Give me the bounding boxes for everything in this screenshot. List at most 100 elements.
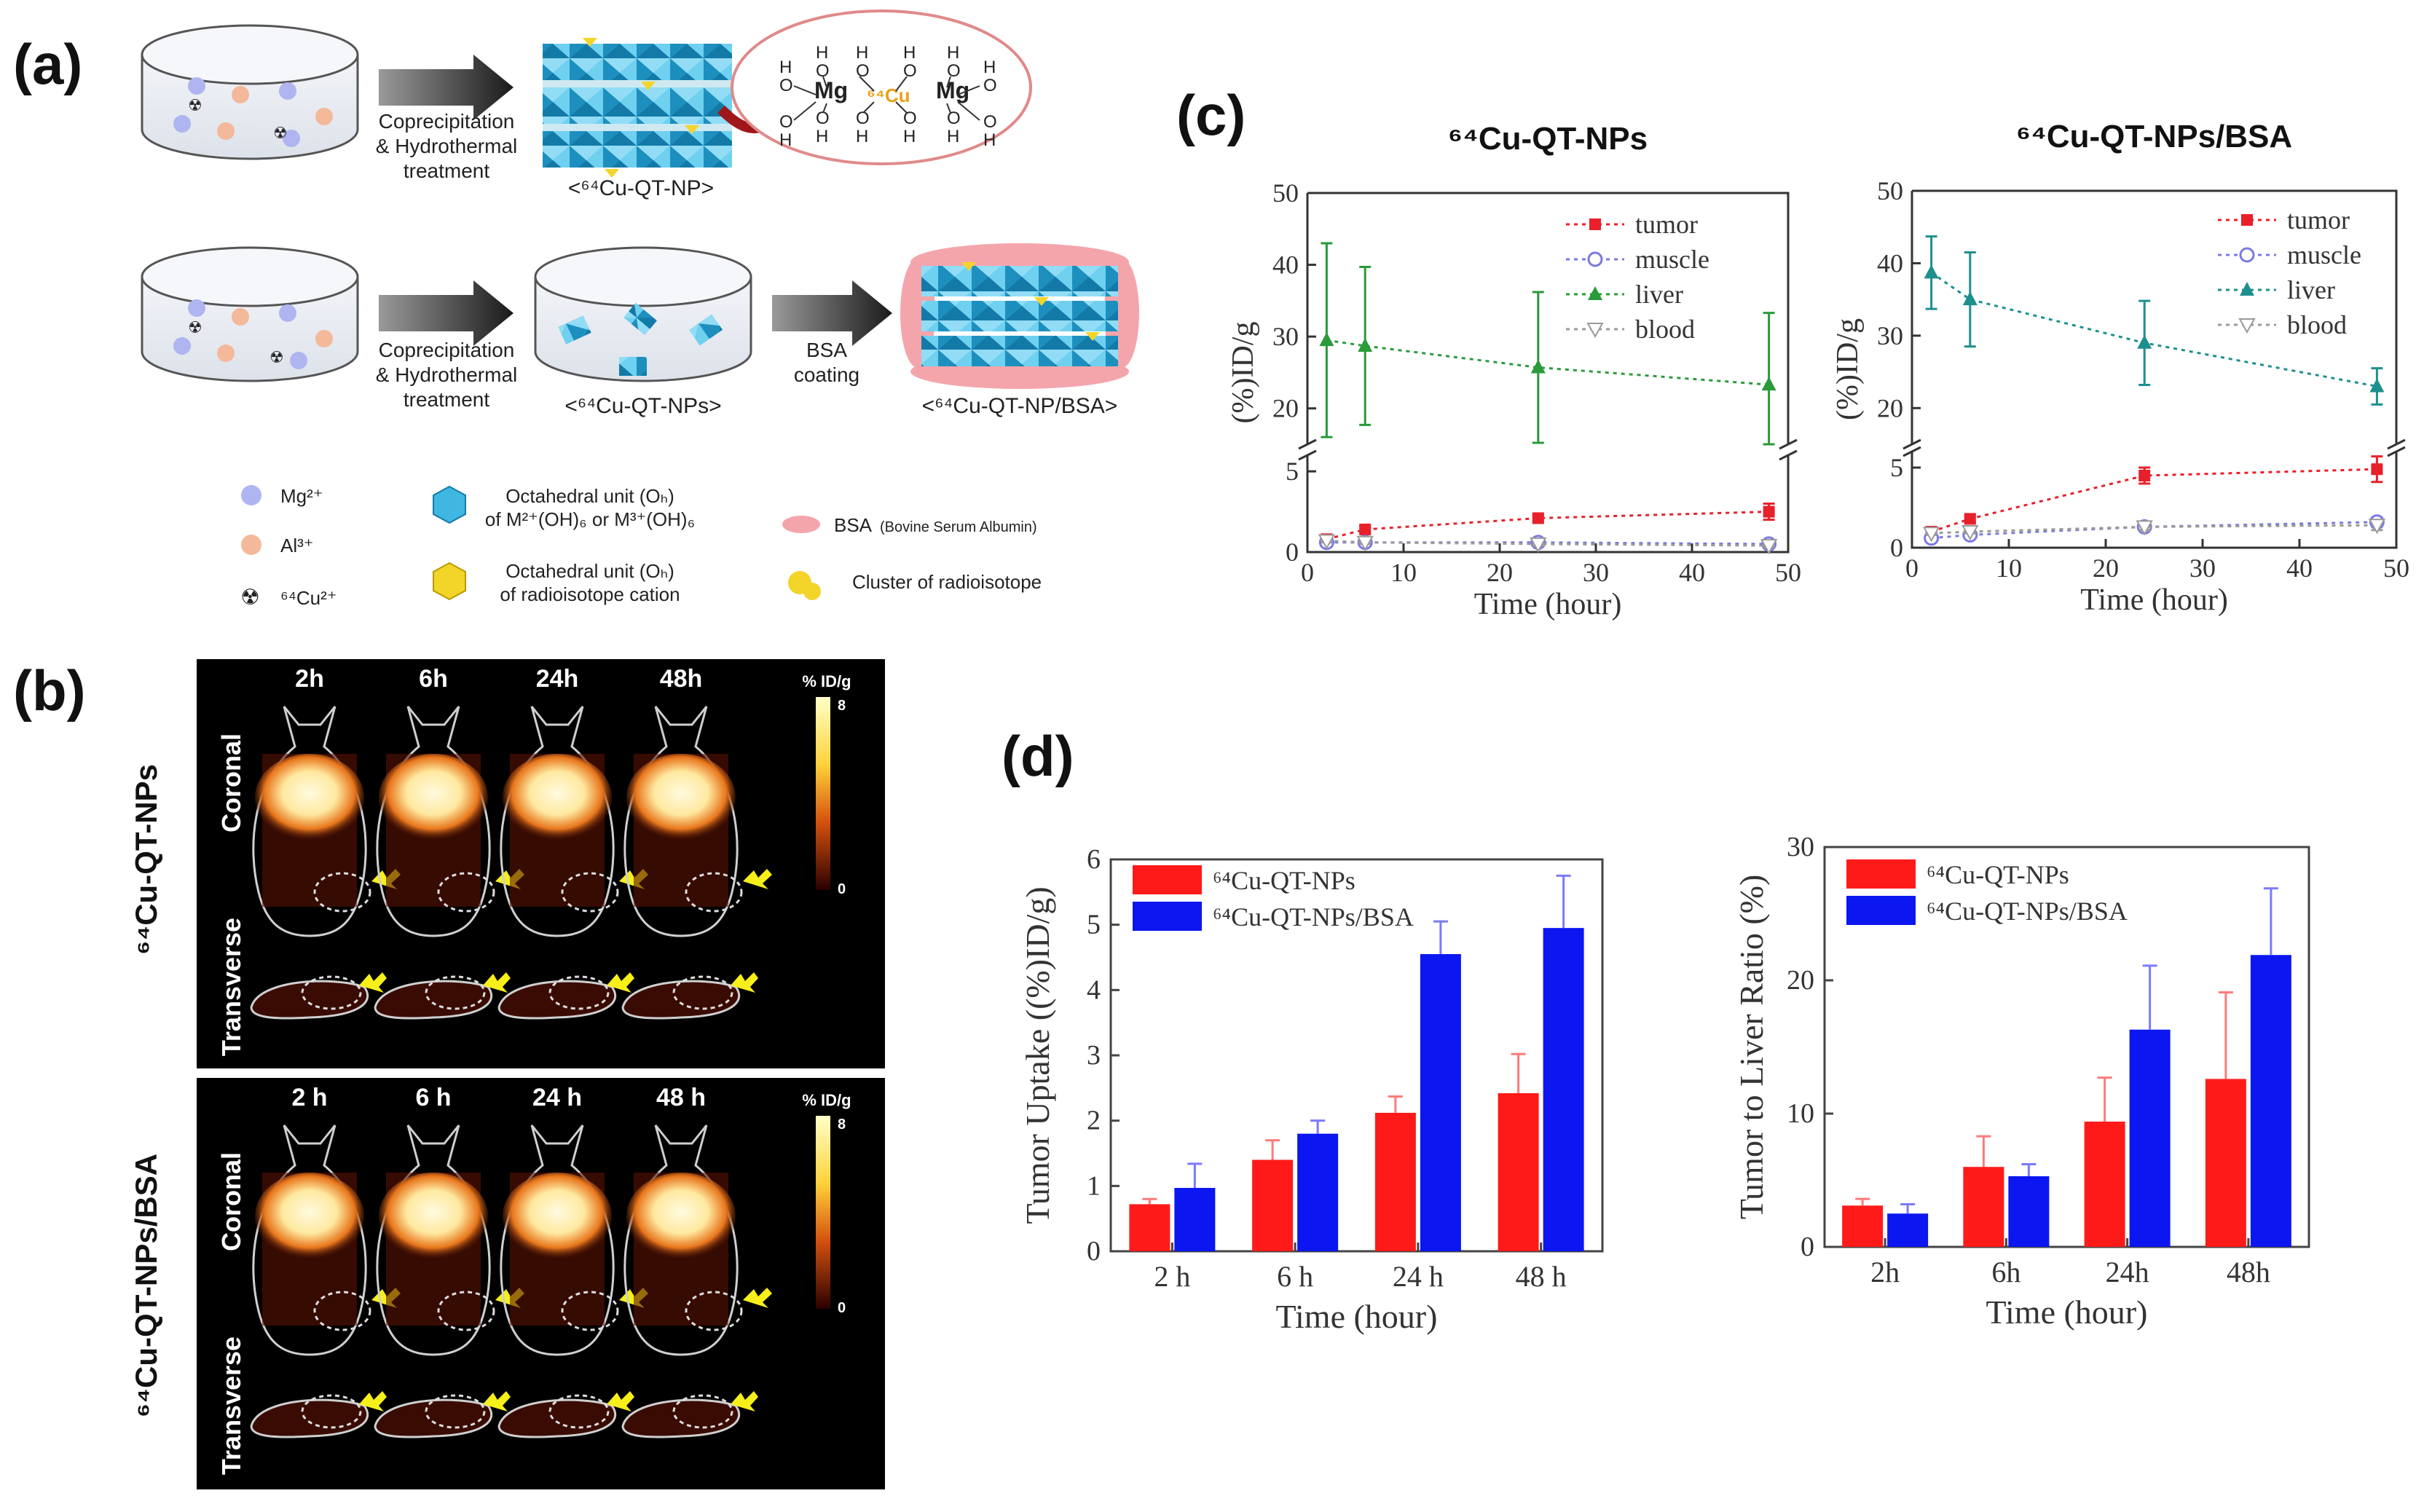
pet-time-label: 6h: [419, 665, 448, 693]
series-line-tumor: [1931, 468, 2377, 533]
x-tick-label: 30: [1583, 558, 1609, 587]
y-tick-label: 30: [1787, 832, 1814, 862]
data-point-blood: [1760, 539, 1778, 555]
svg-text:H: H: [903, 43, 916, 63]
x-tick-label: 20: [2093, 554, 2119, 583]
error-bar: [1556, 874, 1571, 929]
legend-swatch: [1133, 902, 1202, 931]
tumor-outline: [313, 1291, 371, 1331]
legend-marker-blood: [1586, 323, 1604, 339]
svg-text:H: H: [856, 127, 868, 146]
svg-text:H: H: [983, 58, 996, 77]
x-tick-label: 6h: [1991, 1256, 2020, 1288]
bar-qt-nps: [2084, 1121, 2125, 1247]
legend-cluster: Cluster of radioisotope: [852, 571, 1042, 593]
legend-label: ⁶⁴Cu-QT-NPs/BSA: [1927, 897, 2128, 926]
process-arrow-1: [379, 55, 514, 120]
nanoparticle-bsa: [900, 243, 1139, 389]
legend-label-blood: blood: [2287, 310, 2347, 339]
chart-d-tumor-uptake: 0 1 2 3 4 5 6 2 h 6 h 24 h 48 h Time (hour) Tumor Up…: [1019, 844, 1604, 1335]
transverse-tumor-outline: [672, 975, 733, 1010]
data-point-liver: [1319, 332, 1334, 347]
liver-signal: [255, 754, 364, 841]
data-point-tumor: [1964, 513, 1976, 525]
error-bar: [1511, 1052, 1526, 1094]
bar-qt-nps: [1842, 1205, 1884, 1247]
x-axis-label: Time (hour): [1986, 1294, 2148, 1331]
tumor-outline: [561, 1291, 619, 1331]
series-line-liver: [1326, 339, 1769, 386]
scale-unit-label: % ID/g: [802, 672, 851, 690]
coating-label-line1: BSA: [806, 339, 847, 361]
inset-mg-left: Mg: [814, 77, 848, 103]
scale-min-label: 0: [838, 881, 846, 897]
data-point-blood: [1356, 535, 1374, 551]
tumor-outline: [313, 872, 371, 913]
error-bar: [2142, 964, 2157, 1030]
transverse-tumor-outline: [548, 975, 610, 1010]
data-point-liver: [1358, 337, 1373, 352]
chart-frame: [1911, 189, 2398, 549]
error-bar: [2097, 1076, 2112, 1122]
error-bar: [1388, 1095, 1403, 1113]
panel-b-pet-images: 2h 6h 24h 48h Coronal Transverse % ID/g 8 0 2 h 6 …: [197, 659, 885, 1489]
petri-dish-3: [534, 246, 752, 382]
color-scale-bar: [816, 1116, 830, 1309]
y-tick-label: 0: [1087, 1236, 1101, 1267]
svg-text:H: H: [856, 43, 868, 63]
data-point-tumor: [1763, 505, 1775, 518]
step-label-1-line2: & Hydrothermal: [376, 135, 518, 157]
structure-inset: Mg ⁶⁴Cu Mg HO HO HO HO HO HO OH OH OH OH…: [731, 9, 1032, 165]
svg-text:☢: ☢: [188, 96, 202, 114]
transverse-outline: [497, 980, 617, 1020]
series-line-blood: [1326, 539, 1769, 547]
error-bar: [1142, 1197, 1157, 1205]
y-tick-label: 30: [1272, 322, 1299, 351]
error-bar: [1187, 1162, 1203, 1189]
panel-label-b: (b): [13, 658, 86, 722]
y-tick-label: 40: [1877, 248, 1903, 277]
data-point-tumor: [2371, 463, 2383, 476]
axis-break-mark: [1902, 438, 1921, 457]
legend-label-tumor: tumor: [2287, 205, 2350, 235]
transverse-tumor-outline: [672, 1394, 733, 1429]
data-point-blood: [1922, 527, 1940, 543]
series-line-tumor: [1326, 511, 1769, 540]
transverse-arrow-icon: [359, 972, 387, 993]
x-tick-label: 50: [2383, 554, 2409, 583]
process-arrow-3: [772, 280, 892, 346]
x-tick-label: 40: [2286, 554, 2313, 583]
coating-label-line2: coating: [794, 363, 859, 386]
bar-qt-nps: [1252, 1159, 1294, 1251]
y-tick-label: 3: [1087, 1040, 1101, 1071]
svg-text:H: H: [903, 127, 916, 146]
pet-time-label: 2h: [295, 665, 324, 693]
svg-text:O: O: [903, 61, 917, 81]
data-point-liver: [1962, 291, 1978, 306]
x-tick-label: 2 h: [1154, 1260, 1190, 1293]
svg-text:O: O: [816, 109, 830, 128]
svg-text:H: H: [779, 58, 792, 77]
step-label-1-line1: Coprecipitation: [379, 110, 515, 133]
pet-row-label: Transverse: [216, 1336, 246, 1475]
svg-text:O: O: [947, 109, 961, 128]
bar-qt-nps-bsa: [1887, 1213, 1929, 1247]
error-bar: [2263, 887, 2278, 956]
legend-label: ⁶⁴Cu-QT-NPs/BSA: [1213, 902, 1414, 932]
nanoparticle-1: [543, 38, 732, 178]
transverse-arrow-icon: [607, 972, 634, 993]
svg-text:☢: ☢: [273, 124, 288, 142]
inset-mg-right: Mg: [936, 77, 969, 103]
data-point-blood: [2368, 519, 2386, 535]
svg-text:H: H: [947, 127, 959, 146]
data-point-blood: [1530, 537, 1547, 553]
y-tick-label: 0: [1890, 533, 1903, 562]
legend-label-blood: blood: [1635, 315, 1695, 344]
bar-qt-nps-bsa: [1297, 1133, 1339, 1251]
legend-marker-liver: [1588, 286, 1602, 300]
product-label-1: <⁶⁴Cu-QT-NP>: [568, 176, 714, 200]
chart-title: ⁶⁴Cu-QT-NPs/BSA: [2016, 119, 2292, 154]
x-tick-label: 24h: [2106, 1256, 2149, 1288]
transverse-arrow-icon: [607, 1391, 634, 1411]
